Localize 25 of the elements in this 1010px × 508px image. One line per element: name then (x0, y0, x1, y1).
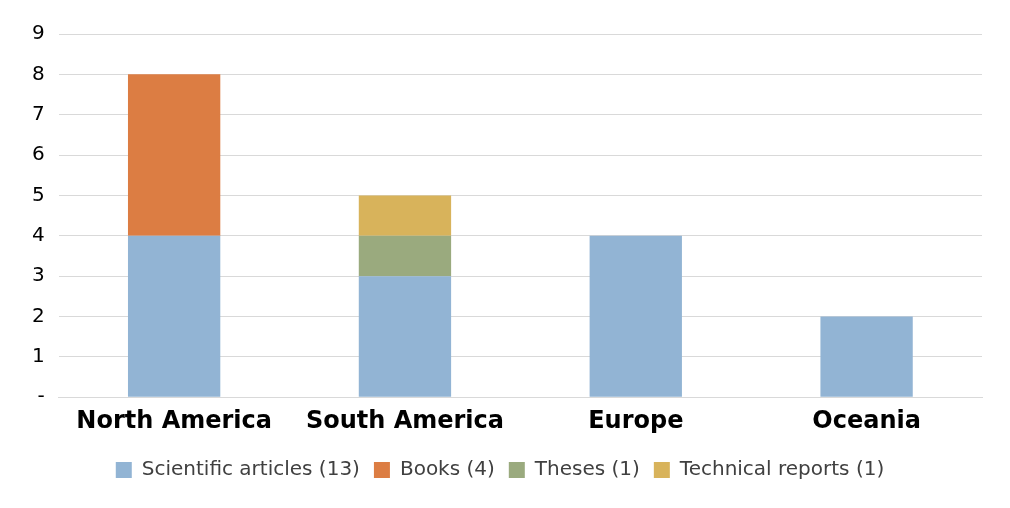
bar (358, 235, 452, 277)
bar (127, 235, 221, 397)
bar (820, 316, 913, 397)
y-tick-label: 3 (31, 262, 45, 287)
bar (358, 276, 452, 397)
y-tick-label: 4 (31, 221, 45, 246)
bar (127, 74, 221, 236)
y-tick-label: 6 (31, 141, 45, 166)
x-tick-label: North America (76, 405, 272, 434)
x-tick-label: Oceania (812, 405, 921, 434)
y-tick-label: 1 (31, 343, 45, 368)
y-tick-label: 9 (31, 20, 45, 45)
y-tick-label: 2 (31, 302, 45, 327)
bar (589, 235, 682, 397)
legend-label: Books (4) (399, 456, 495, 481)
y-tick-label: 8 (31, 60, 45, 85)
y-tick-label: 5 (31, 181, 45, 206)
y-tick-label: 7 (31, 100, 45, 125)
bar (358, 195, 452, 236)
x-tick-label: Europe (588, 405, 684, 434)
y-tick-label: - (37, 383, 45, 408)
legend-label: Theses (1) (533, 456, 640, 481)
legend-label: Scientific articles (13) (141, 456, 360, 481)
x-tick-label: South America (305, 405, 505, 434)
legend-label: Technical reports (1) (678, 456, 885, 481)
